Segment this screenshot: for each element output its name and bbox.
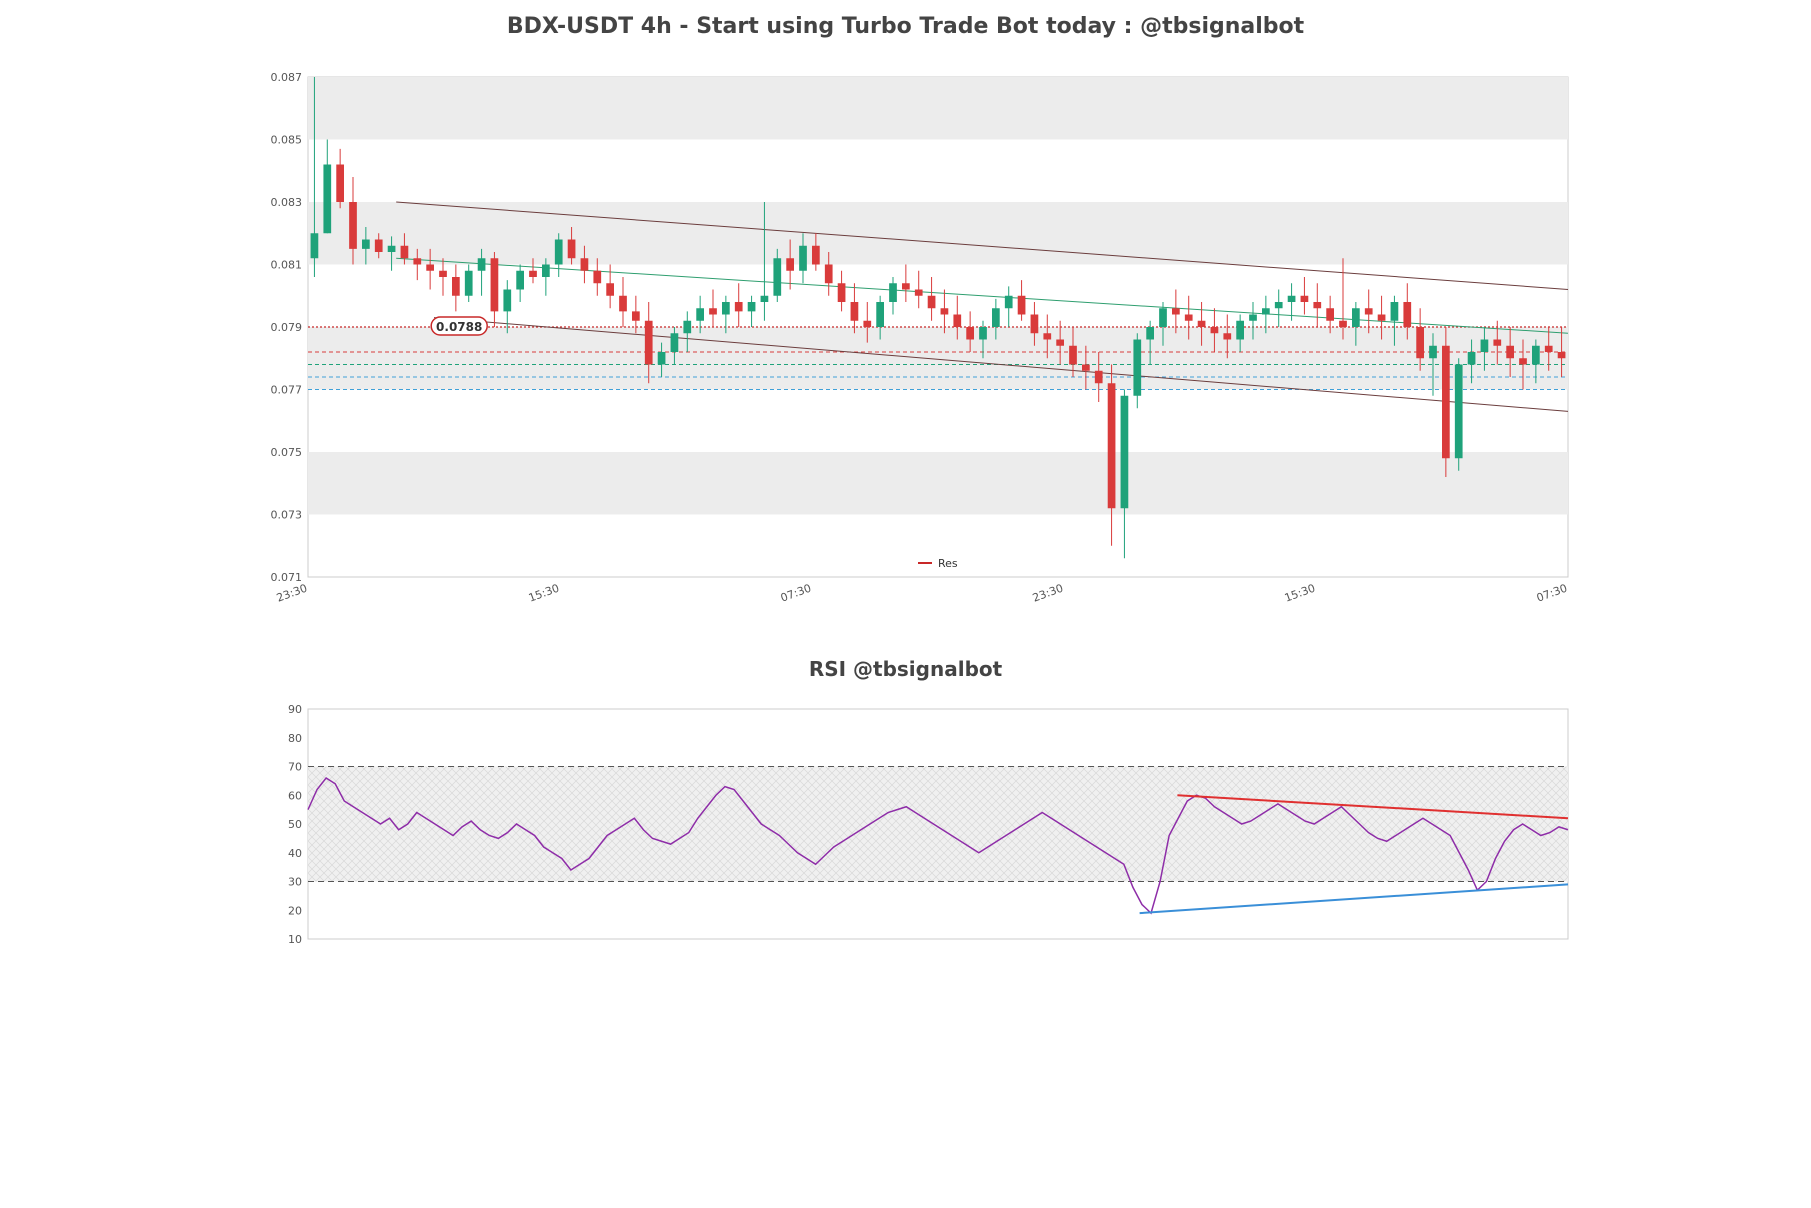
candlestick-chart: 0.071 0.073 0.075 0.077 0.079 0.081 0.083 0.085… — [236, 47, 1576, 627]
svg-text:0.079: 0.079 — [270, 321, 302, 334]
svg-text:40: 40 — [288, 847, 302, 860]
svg-text:0.085: 0.085 — [270, 134, 302, 147]
svg-text:20: 20 — [288, 904, 302, 917]
svg-text:60: 60 — [288, 789, 302, 802]
svg-text:0.087: 0.087 — [270, 71, 302, 84]
svg-text:15:30: 15:30 — [1282, 582, 1316, 605]
main-chart-title: BDX-USDT 4h - Start using Turbo Trade Bo… — [10, 14, 1801, 39]
svg-text:50: 50 — [288, 818, 302, 831]
svg-text:23:30: 23:30 — [1030, 582, 1064, 605]
svg-text:15:30: 15:30 — [526, 582, 560, 605]
svg-text:0.075: 0.075 — [270, 446, 302, 459]
rsi-chart: 10 20 30 40 50 60 70 80 90 — [236, 689, 1576, 949]
svg-text:23:30: 23:30 — [274, 582, 308, 605]
svg-text:0.081: 0.081 — [270, 259, 302, 272]
svg-text:0.077: 0.077 — [270, 384, 302, 397]
svg-text:0.083: 0.083 — [270, 196, 302, 209]
svg-text:80: 80 — [288, 732, 302, 745]
svg-text:70: 70 — [288, 761, 302, 774]
svg-text:30: 30 — [288, 876, 302, 889]
svg-text:90: 90 — [288, 703, 302, 716]
svg-text:0.073: 0.073 — [270, 509, 302, 522]
svg-text:0.071: 0.071 — [270, 571, 302, 584]
svg-text:10: 10 — [288, 933, 302, 946]
svg-text:Res: Res — [938, 557, 958, 570]
rsi-chart-title: RSI @tbsignalbot — [10, 657, 1801, 681]
svg-text:07:30: 07:30 — [778, 582, 812, 605]
svg-text:0.0788: 0.0788 — [436, 320, 482, 334]
svg-text:07:30: 07:30 — [1534, 582, 1568, 605]
main-chart-panel: BDX-USDT 4h - Start using Turbo Trade Bo… — [10, 14, 1801, 627]
rsi-chart-panel: RSI @tbsignalbot 10 20 30 40 50 60 70 80 90 — [10, 657, 1801, 949]
